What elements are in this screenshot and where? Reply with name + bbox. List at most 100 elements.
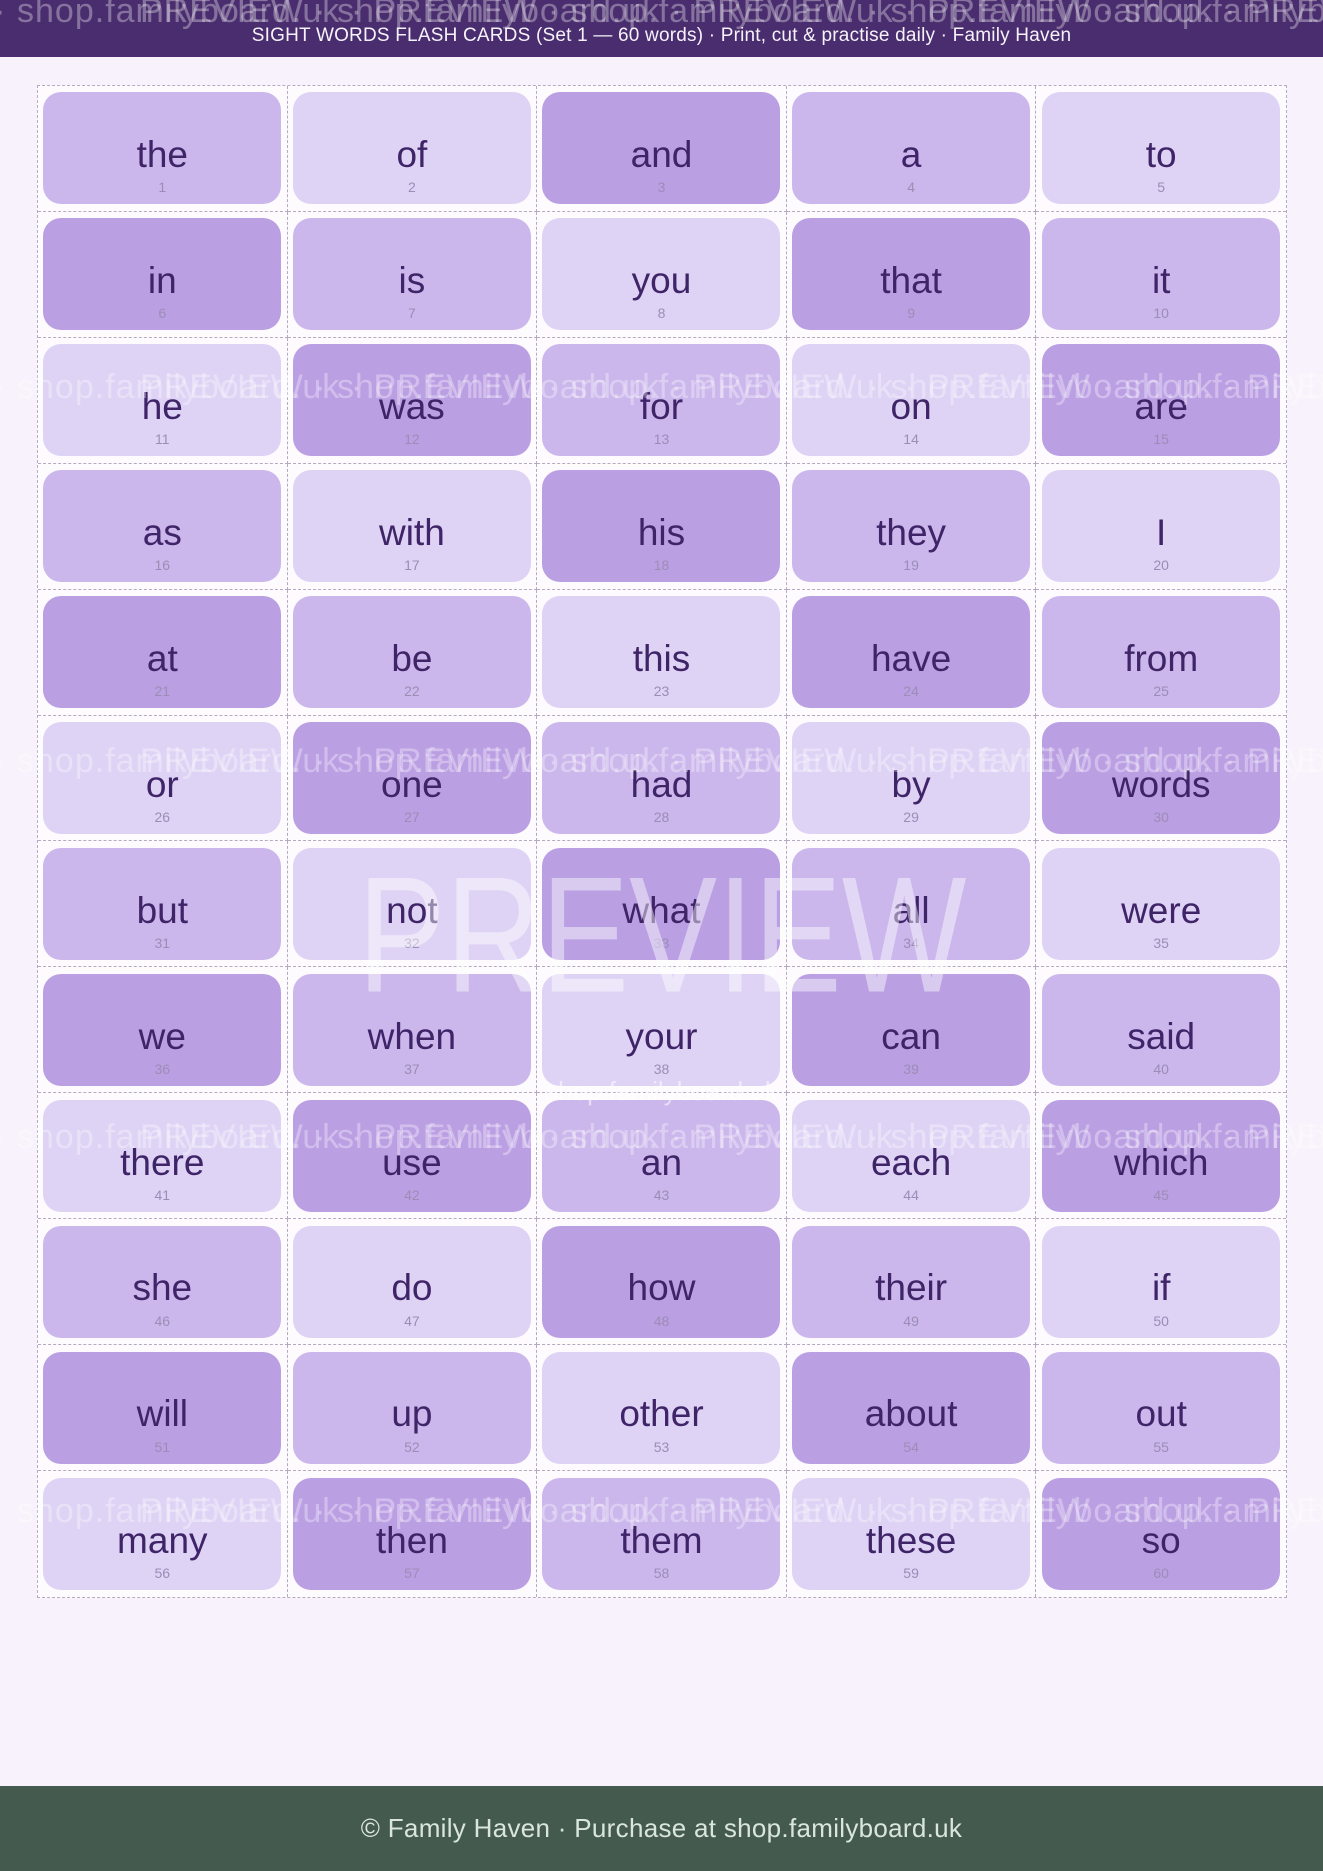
grid-cell: we 36 xyxy=(38,967,288,1094)
card-number: 32 xyxy=(404,934,420,951)
card-number: 18 xyxy=(653,557,670,574)
card-number: 59 xyxy=(903,1565,919,1582)
flash-card: each 44 xyxy=(792,1099,1031,1212)
grid-cell: this 23 xyxy=(537,589,787,716)
card-number: 44 xyxy=(903,1186,919,1203)
flash-card: is 7 xyxy=(292,218,531,331)
card-number: 50 xyxy=(1153,1312,1169,1329)
flash-card: said 40 xyxy=(1042,973,1281,1086)
card-number: 17 xyxy=(404,557,420,574)
grid-cell: from 25 xyxy=(1036,590,1286,716)
card-word: other xyxy=(619,1393,704,1435)
card-number: 48 xyxy=(653,1312,670,1329)
flash-card: were 35 xyxy=(1042,847,1281,960)
card-number: 9 xyxy=(907,305,915,322)
flash-card: have 24 xyxy=(792,596,1031,709)
card-number: 2 xyxy=(407,179,416,196)
grid-cell: all 34 xyxy=(786,841,1037,968)
flash-card: which 45 xyxy=(1042,1099,1281,1212)
flash-card: this 23 xyxy=(542,596,781,709)
flash-card: them 58 xyxy=(542,1478,781,1591)
card-word: of xyxy=(396,134,428,176)
flash-card: from 25 xyxy=(1042,596,1281,709)
flash-card: you 8 xyxy=(542,218,781,331)
card-number: 27 xyxy=(404,809,420,826)
flash-card: not 32 xyxy=(292,847,531,960)
grid-cell: at 21 xyxy=(38,589,288,716)
card-word: with xyxy=(378,511,445,553)
flash-card: how 48 xyxy=(542,1225,781,1338)
flash-card: I 20 xyxy=(1042,470,1281,583)
card-number: 26 xyxy=(154,809,171,826)
card-number: 60 xyxy=(1153,1565,1169,1582)
card-number: 16 xyxy=(154,557,171,574)
page-title: SIGHT WORDS FLASH CARDS (Set 1 — 60 word… xyxy=(251,24,1072,46)
flash-card: she 46 xyxy=(43,1225,282,1338)
grid-cell: up 52 xyxy=(287,1345,538,1472)
card-word: about xyxy=(864,1393,958,1435)
grid-cell: these 59 xyxy=(787,1471,1037,1597)
card-word: a xyxy=(900,134,922,176)
card-word: as xyxy=(142,511,182,553)
card-number: 57 xyxy=(404,1565,420,1582)
grid-cell: by 29 xyxy=(786,715,1037,842)
flash-card: of 2 xyxy=(292,92,531,205)
card-number: 7 xyxy=(407,305,416,322)
flash-card: there 41 xyxy=(43,1099,282,1212)
card-number: 31 xyxy=(154,934,171,951)
footer-text: © Family Haven · Purchase at shop.family… xyxy=(360,1813,963,1843)
card-number: 30 xyxy=(1153,809,1169,826)
card-word: not xyxy=(386,889,438,931)
card-word: in xyxy=(147,260,177,302)
card-word: had xyxy=(630,763,693,805)
card-word: words xyxy=(1111,763,1211,805)
grid-cell: if 50 xyxy=(1036,1219,1286,1346)
flash-card: the 1 xyxy=(43,92,282,205)
card-word: their xyxy=(875,1267,948,1309)
grid-cell: will 51 xyxy=(38,1345,288,1472)
flash-card: but 31 xyxy=(43,847,282,960)
flash-card: are 15 xyxy=(1042,344,1281,457)
grid-cell: said 40 xyxy=(1036,967,1286,1094)
card-word: at xyxy=(146,637,178,679)
grid-cell: not 32 xyxy=(287,841,538,968)
grid-cell: your 38 xyxy=(537,967,787,1094)
flash-card: can 39 xyxy=(792,973,1031,1086)
grid-cell: and 3 xyxy=(537,86,787,212)
card-word: it xyxy=(1151,260,1171,302)
flash-card: these 59 xyxy=(792,1478,1031,1591)
card-number: 8 xyxy=(657,305,666,322)
grid-cell: of 2 xyxy=(287,86,538,212)
flash-card: will 51 xyxy=(43,1351,282,1464)
card-word: which xyxy=(1113,1141,1209,1183)
card-number: 45 xyxy=(1153,1186,1169,1203)
card-number: 54 xyxy=(903,1438,919,1455)
card-word: you xyxy=(631,260,692,302)
grid-cell: then 57 xyxy=(288,1471,538,1597)
grid-cell: his 18 xyxy=(537,463,787,590)
grid-cell: an 43 xyxy=(537,1093,787,1220)
flash-card: or 26 xyxy=(43,722,282,835)
card-number: 58 xyxy=(653,1565,670,1582)
flash-card: in 6 xyxy=(43,218,282,331)
grid-cell: one 27 xyxy=(287,715,538,842)
flash-card: their 49 xyxy=(792,1225,1031,1338)
flash-card: what 33 xyxy=(542,847,781,960)
grid-cell: be 22 xyxy=(287,589,538,716)
grid-cell: is 7 xyxy=(287,211,538,338)
flash-card: he 11 xyxy=(43,344,282,457)
flash-card: do 47 xyxy=(292,1225,531,1338)
grid-cell: had 28 xyxy=(537,715,787,842)
card-word: but xyxy=(136,889,189,931)
card-word: said xyxy=(1127,1015,1196,1057)
card-word: have xyxy=(870,637,952,679)
flash-card: one 27 xyxy=(292,722,531,835)
card-word: be xyxy=(391,637,433,679)
card-word: on xyxy=(890,386,932,427)
grid-cell: that 9 xyxy=(786,211,1037,338)
header-bar: SIGHT WORDS FLASH CARDS (Set 1 — 60 word… xyxy=(0,0,1323,57)
card-word: how xyxy=(627,1267,696,1309)
card-word: many xyxy=(117,1519,208,1561)
flash-card: words 30 xyxy=(1042,722,1281,835)
